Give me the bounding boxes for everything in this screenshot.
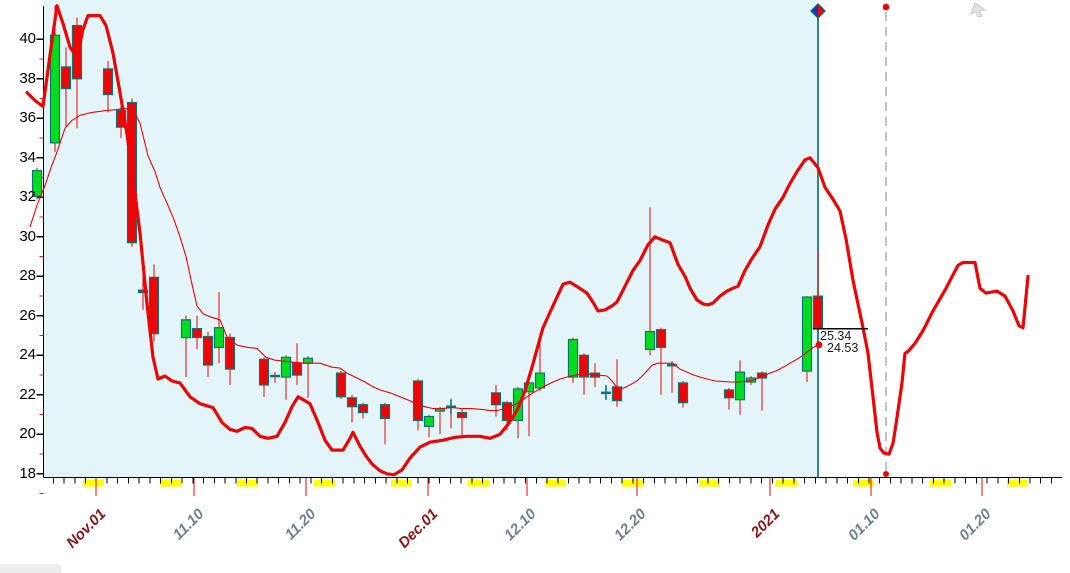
plot-shaded-region (43, 0, 818, 478)
candle-body (655, 329, 667, 349)
weekend-mark (776, 479, 797, 487)
candle-body (213, 327, 225, 349)
y-axis-label: 38 (19, 70, 36, 87)
y-axis-label: 32 (19, 188, 36, 205)
candle-body (379, 404, 391, 420)
y-axis-label: 34 (19, 149, 36, 166)
y-axis-label: 30 (19, 228, 36, 245)
weekend-mark (930, 479, 951, 487)
weekend-mark (314, 479, 335, 487)
candle-body (224, 336, 236, 370)
weekend-mark (83, 479, 104, 487)
candle-body (357, 404, 369, 414)
y-axis-label: 22 (19, 386, 36, 403)
weekend-mark (545, 479, 566, 487)
candle-body (734, 371, 746, 401)
y-axis-label: 28 (19, 267, 36, 284)
doji-cross-h (601, 391, 611, 394)
candle-body (723, 389, 735, 399)
candle-body (677, 382, 689, 404)
doji-dash (667, 364, 677, 367)
cursor-diamond-outline (810, 3, 826, 19)
cursor-diamond-marker-right[interactable] (818, 4, 825, 18)
candle-body (423, 415, 435, 427)
candle-body (258, 358, 270, 386)
candle-body (812, 295, 824, 330)
candle-body (180, 319, 192, 339)
doji-cross-h (446, 405, 456, 408)
moving-average-line (29, 107, 820, 412)
candle-body (644, 331, 656, 351)
forecast-top-dot (882, 3, 890, 11)
candle-body (49, 34, 61, 144)
last-close-price-label: 25.34 (820, 329, 852, 343)
weekend-mark (160, 479, 181, 487)
y-axis-label: 40 (19, 30, 36, 47)
doji-dash (270, 374, 280, 378)
candle-body (346, 397, 358, 408)
weekend-mark (1007, 479, 1028, 487)
y-axis-label: 36 (19, 109, 36, 126)
candle-body (302, 357, 314, 364)
candle-body (202, 335, 214, 366)
weekend-mark (853, 479, 874, 487)
bottom-left-scroll-remnant (0, 564, 62, 573)
y-axis-label: 20 (19, 425, 36, 442)
candle-body (137, 289, 149, 294)
indicator-line (25, 4, 1030, 477)
weekend-mark (237, 479, 258, 487)
y-axis-label: 26 (19, 307, 36, 324)
mouse-cursor-icon (970, 2, 987, 18)
candle-body (534, 372, 546, 389)
candle-body (567, 338, 579, 378)
cursor-diamond-marker-left[interactable] (811, 4, 818, 18)
candle-body (412, 380, 424, 422)
candle-body (60, 66, 72, 90)
weekend-mark (699, 479, 720, 487)
candle-body (280, 356, 292, 378)
y-axis-label: 24 (19, 346, 36, 363)
weekend-mark (391, 479, 412, 487)
candle-body (148, 276, 160, 335)
candle-body (756, 372, 768, 379)
candle-body (501, 402, 513, 422)
candle-body (578, 354, 590, 378)
candle-body (335, 372, 347, 398)
moving-average-price-label: 24.53 (827, 341, 859, 355)
y-axis-label: 18 (19, 465, 36, 482)
forecast-bottom-dot (883, 471, 889, 477)
candle-body (102, 68, 114, 96)
ma-end-dot (815, 341, 823, 349)
candle-body (801, 296, 813, 372)
candle-body (490, 392, 502, 406)
candle-body (456, 412, 468, 419)
weekend-mark (468, 479, 489, 487)
candle-body (31, 170, 43, 197)
candle-body (291, 362, 303, 376)
candle-body (191, 328, 203, 339)
